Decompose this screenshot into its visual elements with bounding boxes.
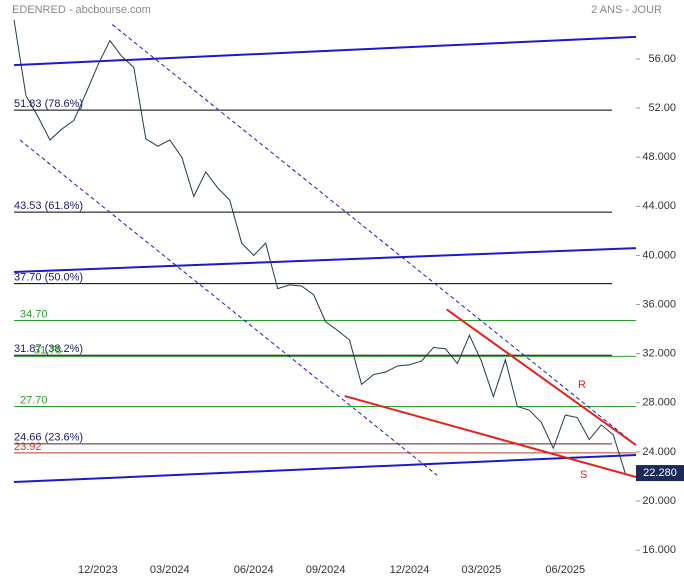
y-tick-label: 44.000 [642, 200, 676, 212]
y-tick-label: 32.000 [642, 348, 676, 360]
y-tick-label: 16.000 [642, 544, 676, 556]
y-tick-label: 52.00 [648, 102, 676, 114]
trendline [13, 35, 637, 67]
chart-subtitle: 2 ANS - JOUR [591, 4, 662, 16]
level-label: 27.70 [20, 394, 48, 406]
x-tick-label: 06/2024 [234, 564, 274, 576]
chart-title: EDENRED - abcbourse.com [12, 4, 151, 16]
x-tick-label: 03/2025 [462, 564, 502, 576]
y-tick-label: 48.000 [642, 151, 676, 163]
last-value-label: 22.280 [643, 467, 677, 479]
annotation: R [578, 379, 586, 391]
level-label: 31.78 [34, 344, 62, 356]
level-label: 51.83 (78.6%) [14, 98, 83, 110]
trendline [13, 247, 637, 274]
trendline [13, 454, 637, 484]
y-tick-label: 20.000 [642, 495, 676, 507]
level-label: 24.66 (23.6%) [14, 432, 83, 444]
x-tick-label: 12/2024 [390, 564, 430, 576]
x-tick-label: 06/2025 [545, 564, 585, 576]
last-value-box [636, 465, 684, 482]
price-line [13, 19, 626, 474]
level-label: 43.53 (61.8%) [14, 200, 83, 212]
level-label: 34.70 [20, 308, 48, 320]
trendline [19, 139, 438, 476]
x-tick-label: 12/2023 [78, 564, 118, 576]
trendline [446, 308, 637, 446]
y-tick-label: 28.000 [642, 397, 676, 409]
x-tick-label: 03/2024 [150, 564, 190, 576]
y-tick-label: 24.000 [642, 446, 676, 458]
y-tick-label: 40.000 [642, 249, 676, 261]
level-label: 23.92 [14, 441, 42, 453]
y-tick-label: 56.00 [648, 53, 676, 65]
x-tick-label: 09/2024 [306, 564, 346, 576]
level-label: 37.70 (50.0%) [14, 272, 83, 284]
level-label: 31.87 (38.2%) [14, 343, 83, 355]
trendline [344, 395, 637, 478]
annotation: S [580, 469, 587, 481]
y-tick-label: 36.000 [642, 298, 676, 310]
